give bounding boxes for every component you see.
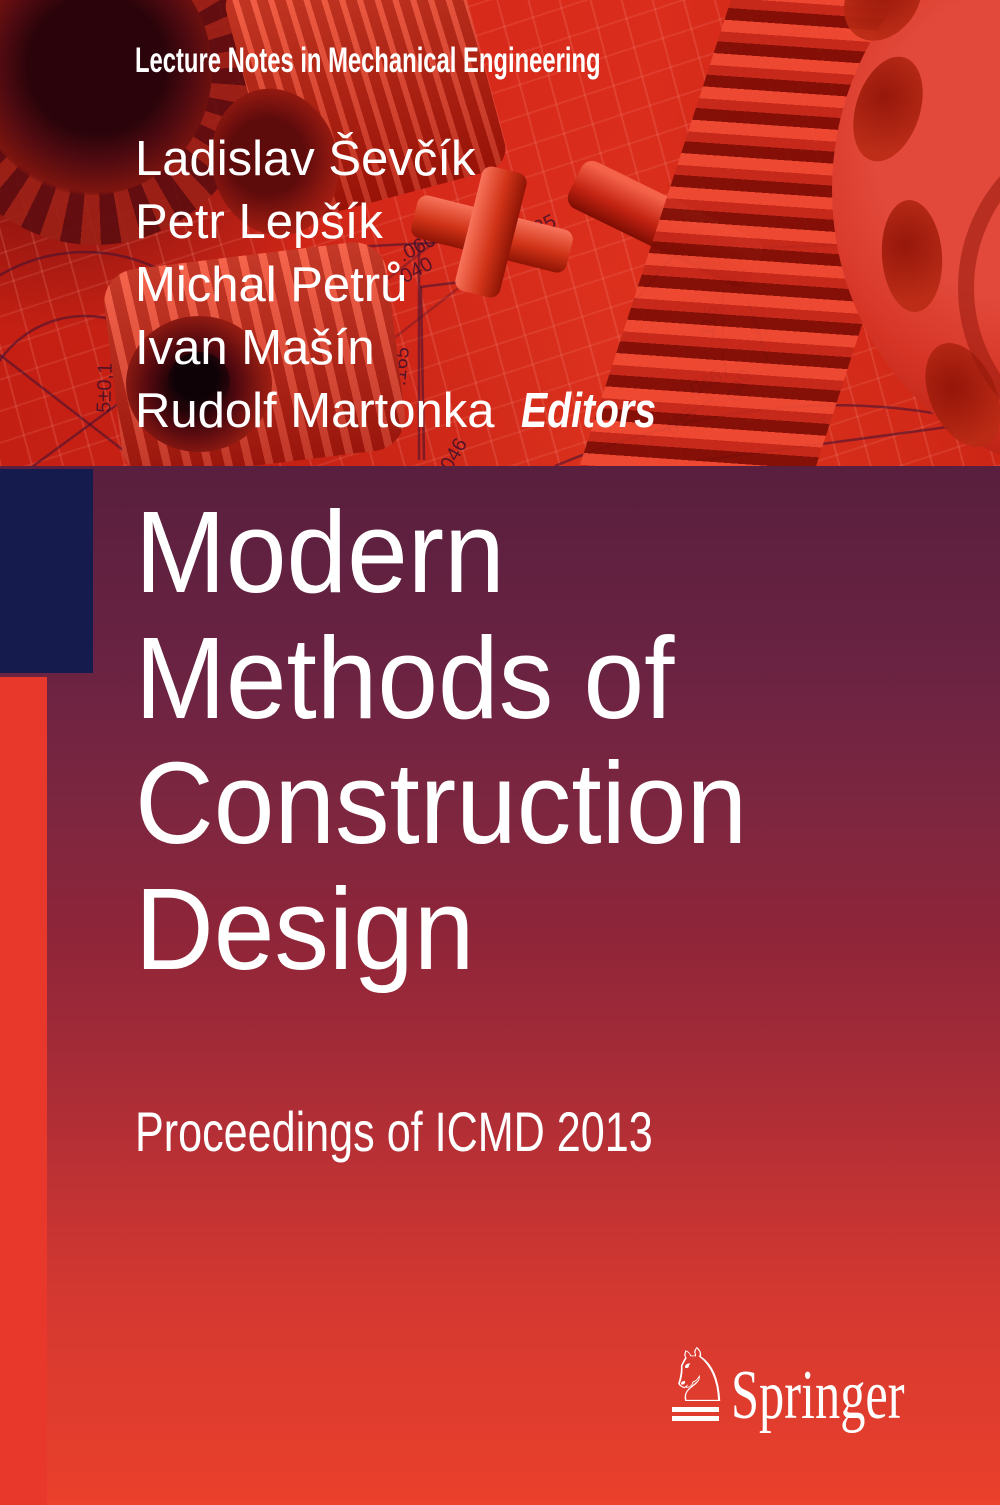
red-accent-stripe bbox=[0, 677, 47, 1505]
book-subtitle-text: Proceedings of ICMD 2013 bbox=[135, 1100, 653, 1163]
series-title: Lecture Notes in Mechanical Engineering bbox=[135, 41, 820, 81]
logo-underline-bar bbox=[672, 1416, 719, 1421]
book-title-line: Methods of bbox=[135, 612, 675, 743]
dimension-label: 5±0,1 bbox=[93, 362, 117, 413]
editor-name: Ivan Mašín bbox=[135, 321, 375, 375]
editor-name: Ladislav Ševčík bbox=[135, 132, 476, 186]
editor-name: Michal Petrů bbox=[135, 258, 408, 312]
editor-names-block: Ladislav Ševčík Petr Lepšík Michal Petrů… bbox=[135, 128, 689, 443]
navy-accent-block bbox=[0, 469, 93, 673]
editors-role-label: Editors bbox=[520, 384, 656, 438]
book-title-line: Design bbox=[135, 863, 475, 994]
cover-photo-banner: .060 .040 .025 .115 .0467 .040 .635 .165… bbox=[0, 0, 1000, 466]
shaft-bore-photo bbox=[168, 352, 230, 410]
book-title: Modern Methods of Construction Design bbox=[135, 487, 786, 994]
logo-underline-bar bbox=[672, 1407, 719, 1412]
series-title-text: Lecture Notes in Mechanical Engineering bbox=[135, 41, 601, 80]
springer-knight-icon: ♘ bbox=[666, 1333, 733, 1419]
editor-name: Rudolf Martonka bbox=[135, 384, 495, 438]
publisher-name: Springer bbox=[731, 1357, 905, 1434]
editor-name: Petr Lepšík bbox=[135, 195, 383, 249]
book-subtitle: Proceedings of ICMD 2013 bbox=[135, 1100, 807, 1163]
book-title-line: Construction bbox=[135, 738, 748, 868]
editor-name-row: Rudolf Martonka Editors bbox=[135, 380, 689, 443]
book-title-line: Modern bbox=[135, 487, 505, 617]
cover-gradient-background bbox=[0, 466, 1000, 1505]
